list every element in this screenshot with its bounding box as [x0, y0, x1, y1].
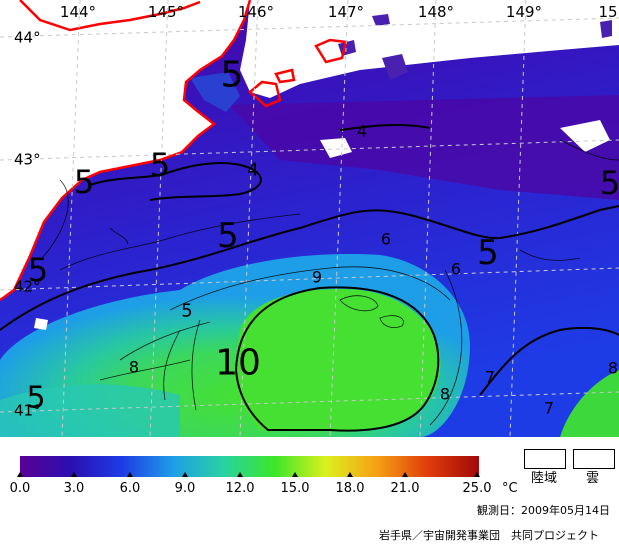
contour-label: 8 [128, 357, 140, 377]
scale-tick-label: 25.0 [462, 481, 492, 496]
contour-label: 9 [311, 267, 323, 287]
lon-label-145: 145° [147, 3, 185, 21]
land-hokkaido [0, 0, 250, 300]
scale-unit: °C [502, 481, 518, 496]
scale-tick [347, 472, 353, 477]
contour-label: 5 [599, 164, 619, 202]
scale-tick-label: 3.0 [63, 481, 85, 496]
contour-label: 5 [477, 233, 499, 273]
lon-label-147: 147° [327, 3, 365, 21]
contour-label: 7 [484, 367, 496, 387]
coastline-islands [248, 38, 348, 108]
contour-label: 5 [26, 380, 46, 416]
contour-label: 6 [380, 229, 392, 249]
contour-label: 6 [450, 259, 462, 279]
lat-label-43: 43° [14, 150, 41, 169]
isotherms-thin [39, 139, 619, 426]
scale-tick [402, 472, 408, 477]
credit-line: 岩手県／宇宙開発事業団 共同プロジェクト [379, 529, 599, 542]
warm-patch-east [560, 370, 619, 437]
land-key-swatch [524, 449, 566, 469]
scale-tick-label: 15.0 [280, 481, 310, 496]
contour-label: 5 [149, 146, 171, 184]
land-kurils [240, 0, 619, 98]
sst-map [0, 0, 619, 437]
cloud-key-swatch [573, 449, 615, 469]
contour-label: 5 [73, 163, 95, 201]
scale-tick-label: 21.0 [390, 481, 420, 496]
scale-tick-label: 12.0 [225, 481, 255, 496]
contour-label: 4 [247, 159, 259, 181]
lat-label-44: 44° [14, 28, 41, 47]
lon-label-148: 148° [417, 3, 455, 21]
graticule [0, 0, 619, 437]
contour-label: 5 [27, 251, 49, 289]
scale-tick [17, 472, 23, 477]
inland-water [190, 72, 240, 112]
coastline [0, 0, 252, 302]
lon-label-144: 144° [59, 3, 97, 21]
lon-label-150: 15 [598, 3, 618, 21]
cloud-key-label: 雲 [586, 471, 600, 486]
scale-tick-label: 6.0 [119, 481, 141, 496]
contour-label: 10 [215, 342, 261, 384]
scale-tick [474, 472, 480, 477]
contour-label: 5 [181, 300, 193, 322]
scale-tick [182, 472, 188, 477]
lon-label-146: 146° [237, 3, 275, 21]
color-scale-bar [20, 456, 479, 477]
land-key-label: 陸域 [531, 471, 558, 486]
scale-tick [71, 472, 77, 477]
contour-label: 5 [220, 54, 244, 96]
isotherms [0, 123, 619, 432]
scale-tick [237, 472, 243, 477]
mixed-water-south [0, 384, 180, 437]
lon-label-149: 149° [505, 3, 543, 21]
scale-tick-label: 0.0 [9, 481, 31, 496]
lat-label-41: 41° [14, 401, 41, 420]
lat-label-42: 42° [14, 277, 41, 296]
scale-tick-label: 9.0 [174, 481, 196, 496]
contour-label: 7 [543, 398, 555, 418]
contour-label: 5 [217, 216, 239, 256]
contour-label: 8 [439, 384, 451, 404]
scale-tick-label: 18.0 [335, 481, 365, 496]
contour-label: 8 [607, 358, 619, 378]
warm-core [236, 289, 441, 430]
scale-tick [292, 472, 298, 477]
scale-tick [127, 472, 133, 477]
observation-date: 観測日：2009年05月14日 [477, 504, 610, 517]
contour-label: 4 [356, 121, 368, 141]
